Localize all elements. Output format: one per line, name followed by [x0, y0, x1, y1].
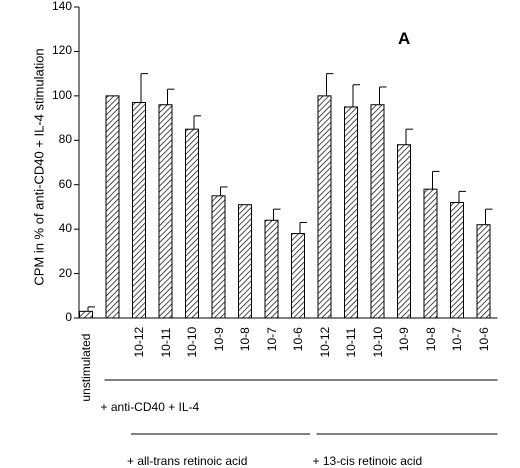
x-tick-label: 10-7 — [264, 327, 279, 352]
x-tick-label: 10-6 — [476, 327, 491, 352]
bar — [370, 104, 385, 319]
bar — [211, 195, 226, 319]
y-tick-label: 100 — [51, 87, 72, 102]
y-tick-label: 140 — [51, 0, 72, 13]
group-label: + all-trans retinoic acid — [127, 454, 248, 468]
bar — [397, 144, 411, 319]
bar — [105, 95, 120, 319]
x-tick-label: 10-12 — [132, 326, 146, 358]
bar — [476, 224, 491, 319]
x-tick-label: 10-7 — [450, 327, 464, 352]
y-tick-label: 120 — [51, 43, 72, 58]
x-tick-label: 10-9 — [211, 327, 226, 352]
x-tick-label: unstimulated — [79, 333, 93, 402]
bar — [158, 104, 173, 319]
x-tick-label: 10-8 — [423, 327, 438, 352]
bar — [185, 128, 199, 319]
y-tick-label: 80 — [58, 132, 72, 147]
bar — [291, 233, 305, 319]
bars — [79, 95, 491, 319]
bar — [79, 310, 93, 319]
y-tick-label: 40 — [58, 221, 72, 236]
y-tick-label: 0 — [65, 310, 72, 324]
y-axis-label: CPM in % of anti-CD40 + IL-4 stimulation — [31, 48, 47, 286]
x-tick-label: 10-10 — [370, 326, 385, 358]
bar — [423, 188, 438, 319]
y-tick-label: 20 — [58, 265, 72, 280]
x-tick-label: 10-10 — [185, 326, 199, 358]
x-tick-label: 10-12 — [317, 326, 332, 358]
group-label: + 13-cis retinoic acid — [312, 454, 423, 468]
bar — [344, 106, 358, 319]
bar — [317, 95, 332, 319]
bar — [450, 201, 464, 319]
panel-label: A — [398, 29, 411, 48]
x-tick-label: 10-11 — [344, 327, 358, 358]
x-tick-label: 10-6 — [291, 327, 305, 352]
error-bars — [87, 73, 493, 312]
group-brackets — [104, 379, 498, 435]
x-tick-label: 10-9 — [397, 327, 411, 352]
group-label: + anti-CD40 + IL-4 — [100, 400, 200, 414]
x-tick-label: 10-11 — [158, 327, 173, 358]
bar — [264, 219, 279, 319]
bar — [132, 102, 146, 319]
bar — [238, 204, 252, 319]
y-tick-label: 60 — [58, 176, 72, 191]
x-tick-label: 10-8 — [238, 327, 252, 352]
